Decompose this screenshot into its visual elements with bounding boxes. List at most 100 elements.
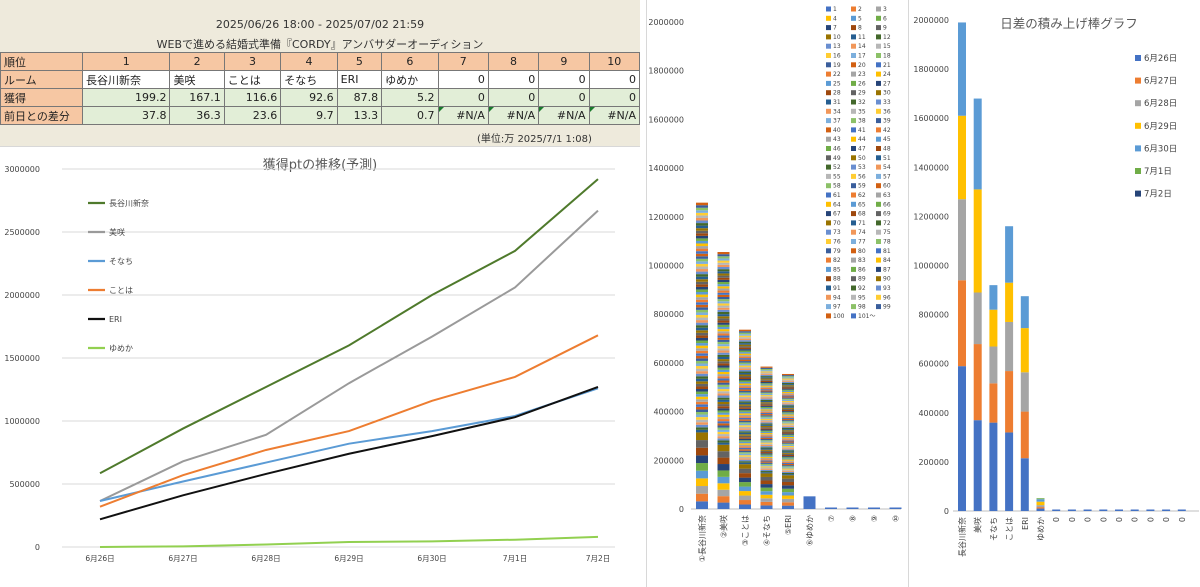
bar-segment[interactable] [782,469,794,471]
bar-segment[interactable] [760,435,773,437]
bar-segment[interactable] [782,445,794,448]
bar-segment[interactable] [739,414,751,417]
bar-segment[interactable] [782,429,794,431]
bar-segment[interactable] [1005,226,1014,283]
bar-segment[interactable] [782,495,794,499]
bar-segment[interactable] [717,352,730,355]
bar-segment[interactable] [1005,432,1014,511]
bar-segment[interactable] [782,402,794,404]
table-cell[interactable]: 167.1 [169,88,225,107]
bar-segment[interactable] [782,450,794,452]
bar-segment[interactable] [760,367,773,369]
bar-segment[interactable] [717,346,730,349]
bar-segment[interactable] [717,404,730,407]
bar-segment[interactable] [739,453,751,456]
bar-segment[interactable] [1052,509,1061,512]
bar-segment[interactable] [717,339,730,342]
bar-segment[interactable] [739,452,751,454]
bar-segment[interactable] [1036,507,1045,509]
bar-segment[interactable] [989,383,998,423]
bar-segment[interactable] [739,399,751,402]
table-cell[interactable]: 1 [81,52,171,71]
table-cell[interactable]: 92.6 [280,88,338,107]
bar-segment[interactable] [696,314,708,318]
table-cell[interactable]: 0 [588,70,641,89]
bar-segment[interactable] [1020,372,1029,412]
bar-segment[interactable] [760,498,773,502]
bar-segment[interactable] [717,421,730,424]
bar-segment[interactable] [760,468,773,470]
bar-segment[interactable] [717,425,730,428]
bar-segment[interactable] [696,212,708,216]
bar-segment[interactable] [696,391,708,395]
bar-segment[interactable] [782,434,794,436]
bar-segment[interactable] [782,432,794,434]
bar-segment[interactable] [717,279,730,282]
bar-segment[interactable] [782,414,794,416]
bar-segment[interactable] [760,443,773,445]
table-cell[interactable]: 87.8 [336,88,383,107]
bar-segment[interactable] [717,262,730,265]
table-cell[interactable]: 0 [487,70,540,89]
bar-segment[interactable] [739,331,751,333]
bar-segment[interactable] [696,307,708,310]
bar-segment[interactable] [760,389,773,391]
bar-segment[interactable] [760,402,773,404]
table-cell[interactable]: 2 [169,52,225,71]
bar-segment[interactable] [717,391,730,394]
bar-segment[interactable] [760,466,773,468]
bar-segment[interactable] [717,267,730,270]
bar-segment[interactable] [739,396,751,399]
bar-segment[interactable] [782,385,794,387]
bar-segment[interactable] [1036,499,1045,502]
bar-segment[interactable] [717,316,730,319]
bar-segment[interactable] [782,404,794,406]
bar-segment[interactable] [760,480,773,485]
bar-segment[interactable] [739,386,751,388]
bar-segment[interactable] [739,447,751,450]
bar-segment[interactable] [739,459,751,462]
bar-segment[interactable] [717,326,730,330]
bar-segment[interactable] [760,398,773,400]
bar-segment[interactable] [696,225,708,229]
bar-segment[interactable] [739,404,751,406]
line-chart-area[interactable]: 獲得ptの推移(予測) 0 500000 1000000 1500000 2000000 2… [0,146,640,587]
bar-segment[interactable] [739,434,751,436]
bar-segment[interactable] [696,389,708,392]
bar-segment[interactable] [696,376,708,379]
bar-segment[interactable] [760,372,773,374]
table-cell[interactable]: #N/A [538,106,590,125]
table-cell[interactable]: ことは [223,70,282,89]
bar-segment[interactable] [1130,509,1139,512]
bar-segment[interactable] [696,371,708,374]
bar-segment[interactable] [696,394,708,397]
bar-segment[interactable] [760,467,773,469]
bar-segment[interactable] [782,433,794,435]
bar-segment[interactable] [782,466,794,468]
table-cell[interactable]: 0 [487,88,540,107]
bar-segment[interactable] [696,215,708,218]
bar-segment[interactable] [739,377,751,379]
bar-segment[interactable] [1083,509,1092,512]
bar-segment[interactable] [739,346,751,348]
bar-segment[interactable] [717,271,730,274]
bar-segment[interactable] [696,373,708,377]
bar-segment[interactable] [782,444,794,446]
table-cell[interactable]: 199.2 [81,88,171,107]
bar-segment[interactable] [717,273,730,276]
bar-segment[interactable] [739,337,751,339]
bar-segment[interactable] [696,289,708,293]
bar-segment[interactable] [696,440,708,448]
bar-segment[interactable] [717,483,730,490]
bar-segment[interactable] [782,421,794,423]
bar-segment[interactable] [696,340,708,344]
bar-segment[interactable] [717,314,730,317]
bar-segment[interactable] [739,464,751,469]
bar-segment[interactable] [760,469,773,472]
bar-segment[interactable] [1005,321,1014,372]
bar-segment[interactable] [782,376,794,378]
bar-segment[interactable] [760,463,773,466]
bar-segment[interactable] [696,279,708,282]
bar-segment[interactable] [739,500,751,505]
bar-segment[interactable] [989,309,998,347]
